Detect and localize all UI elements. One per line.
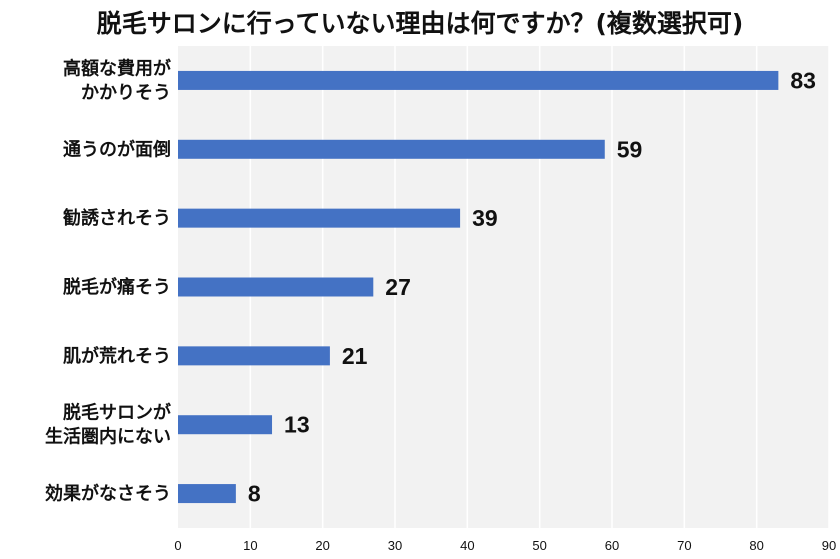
category-label: 脱毛が痛そう [63, 276, 171, 298]
bar [178, 415, 273, 435]
data-label: 83 [790, 67, 816, 93]
x-tick-label: 10 [243, 538, 257, 553]
x-tick-label: 90 [822, 538, 836, 553]
data-label: 59 [617, 136, 643, 162]
category-label: 通うのが面倒 [63, 138, 171, 160]
bar [178, 484, 236, 504]
bar [178, 70, 779, 90]
category-label: 脱毛サロンが [63, 402, 171, 424]
data-label: 13 [284, 412, 310, 438]
x-tick-label: 60 [605, 538, 619, 553]
chart-title: 脱毛サロンに行っていない理由は何ですか？(複数選択可) [96, 9, 744, 38]
x-tick-label: 80 [749, 538, 763, 553]
x-tick-label: 70 [677, 538, 691, 553]
category-label: 肌が荒れそう [63, 345, 171, 367]
data-label: 27 [385, 274, 411, 300]
data-label: 21 [342, 343, 368, 369]
bar [178, 208, 461, 228]
category-label: 生活圏内にない [45, 426, 171, 448]
x-tick-label: 40 [460, 538, 474, 553]
data-label: 39 [472, 205, 498, 231]
category-label: 高額な費用が [63, 57, 171, 79]
category-label: 効果がなさそう [45, 483, 171, 505]
x-tick-label: 50 [532, 538, 546, 553]
x-tick-label: 30 [388, 538, 402, 553]
bar [178, 139, 605, 159]
category-label: 勧誘されそう [62, 207, 171, 229]
data-label: 8 [248, 481, 261, 507]
category-label: かかりそう [81, 82, 171, 103]
x-tick-label: 20 [315, 538, 329, 553]
x-tick-label: 0 [174, 538, 181, 553]
bar [178, 277, 374, 297]
bar [178, 346, 330, 366]
